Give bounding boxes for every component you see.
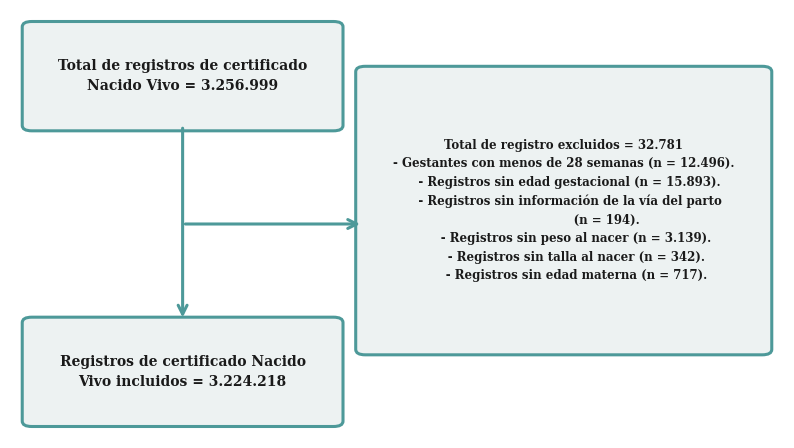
FancyBboxPatch shape [356, 66, 772, 355]
Text: Total de registros de certificado
Nacido Vivo = 3.256.999: Total de registros de certificado Nacido… [58, 60, 307, 93]
Text: Registros de certificado Nacido
Vivo incluidos = 3.224.218: Registros de certificado Nacido Vivo inc… [60, 355, 306, 388]
FancyBboxPatch shape [22, 22, 343, 131]
Text: Total de registro excluidos = 32.781
- Gestantes con menos de 28 semanas (n = 12: Total de registro excluidos = 32.781 - G… [393, 139, 734, 282]
FancyBboxPatch shape [22, 317, 343, 426]
